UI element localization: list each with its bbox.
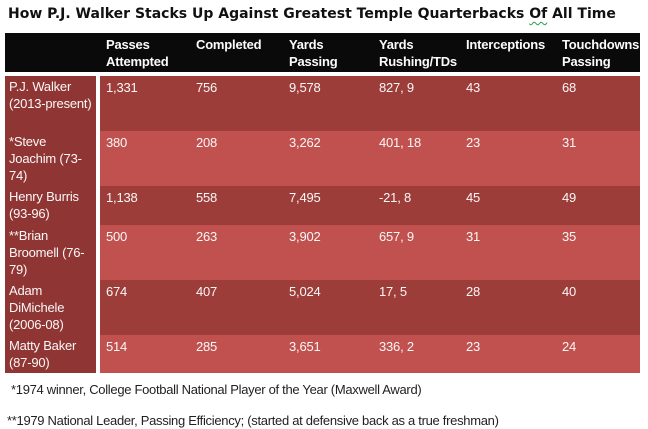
stat-cell: 9,578 <box>283 76 373 131</box>
player-name-cell: Matty Baker (87-90) <box>5 335 100 373</box>
stat-cell: 407 <box>190 280 283 335</box>
stat-cell: 23 <box>460 335 556 373</box>
column-header: Touchdowns Passing <box>562 37 640 69</box>
player-name-cell: Henry Burris (93-96) <box>5 186 100 225</box>
quarterback-stats-table: Passes Attempted Completed Yards Passing Ya… <box>5 33 640 373</box>
stat-cell: 558 <box>190 186 283 225</box>
stat-cell: 45 <box>460 186 556 225</box>
stat-cell: 208 <box>190 131 283 186</box>
player-name-cell: *Steve Joachim (73-74) <box>5 131 100 186</box>
stat-cell: 674 <box>100 280 190 335</box>
column-header: Completed <box>196 37 262 52</box>
stat-cell: 40 <box>556 280 640 335</box>
stat-cell: 401, 18 <box>373 131 460 186</box>
page-title: How P.J. Walker Stacks Up Against Greate… <box>0 0 648 33</box>
stat-cell: 31 <box>460 225 556 280</box>
stat-cell: 23 <box>460 131 556 186</box>
stat-cell: 285 <box>190 335 283 373</box>
table-row: Matty Baker (87-90) 514 285 3,651 336, 2 23 24 <box>5 335 640 373</box>
stat-cell: 336, 2 <box>373 335 460 373</box>
table-row: Adam DiMichele (2006-08) 674 407 5,024 17, 5… <box>5 280 640 335</box>
page-title-text-end: All Time <box>547 6 616 22</box>
column-header: Passes Attempted <box>106 37 169 69</box>
stat-cell: 49 <box>556 186 640 225</box>
stat-cell: 24 <box>556 335 640 373</box>
column-header: Yards Passing <box>289 37 338 69</box>
stat-cell: 43 <box>460 76 556 131</box>
footnote-maxwell-award: *1974 winner, College Football National … <box>11 382 422 397</box>
table-row: *Steve Joachim (73-74) 380 208 3,262 401, 18… <box>5 131 640 186</box>
stat-cell: 68 <box>556 76 640 131</box>
spellcheck-flagged-word: Of <box>529 6 548 22</box>
table-body: P.J. Walker (2013-present) 1,331 756 9,578 8… <box>5 76 640 373</box>
player-name-cell: P.J. Walker (2013-present) <box>5 76 100 131</box>
stat-cell: 1,138 <box>100 186 190 225</box>
stat-cell: 3,262 <box>283 131 373 186</box>
stat-cell: 35 <box>556 225 640 280</box>
footnotes: *1974 winner, College Football National … <box>7 382 648 429</box>
stat-cell: 657, 9 <box>373 225 460 280</box>
stat-cell: 1,331 <box>100 76 190 131</box>
stat-cell: 514 <box>100 335 190 373</box>
page-title-text: How P.J. Walker Stacks Up Against Greate… <box>8 6 530 22</box>
stat-cell: 500 <box>100 225 190 280</box>
stat-cell: 3,651 <box>283 335 373 373</box>
stat-cell: 263 <box>190 225 283 280</box>
table-row: P.J. Walker (2013-present) 1,331 756 9,578 8… <box>5 76 640 131</box>
stat-cell: 3,902 <box>283 225 373 280</box>
stat-cell: 31 <box>556 131 640 186</box>
column-header: Yards Rushing/TDs <box>379 37 457 69</box>
stat-cell: 756 <box>190 76 283 131</box>
column-header: Interceptions <box>466 37 546 52</box>
table-row: **Brian Broomell (76-79) 500 263 3,902 657, … <box>5 225 640 280</box>
stat-cell: 7,495 <box>283 186 373 225</box>
table-header-row: Passes Attempted Completed Yards Passing Ya… <box>5 33 640 72</box>
stat-cell: 17, 5 <box>373 280 460 335</box>
stat-cell: -21, 8 <box>373 186 460 225</box>
footnote-passing-efficiency: **1979 National Leader, Passing Efficien… <box>7 413 499 428</box>
stat-cell: 827, 9 <box>373 76 460 131</box>
stat-cell: 380 <box>100 131 190 186</box>
player-name-cell: **Brian Broomell (76-79) <box>5 225 100 280</box>
stat-cell: 28 <box>460 280 556 335</box>
player-name-cell: Adam DiMichele (2006-08) <box>5 280 100 335</box>
stat-cell: 5,024 <box>283 280 373 335</box>
column-header-empty <box>5 33 100 72</box>
